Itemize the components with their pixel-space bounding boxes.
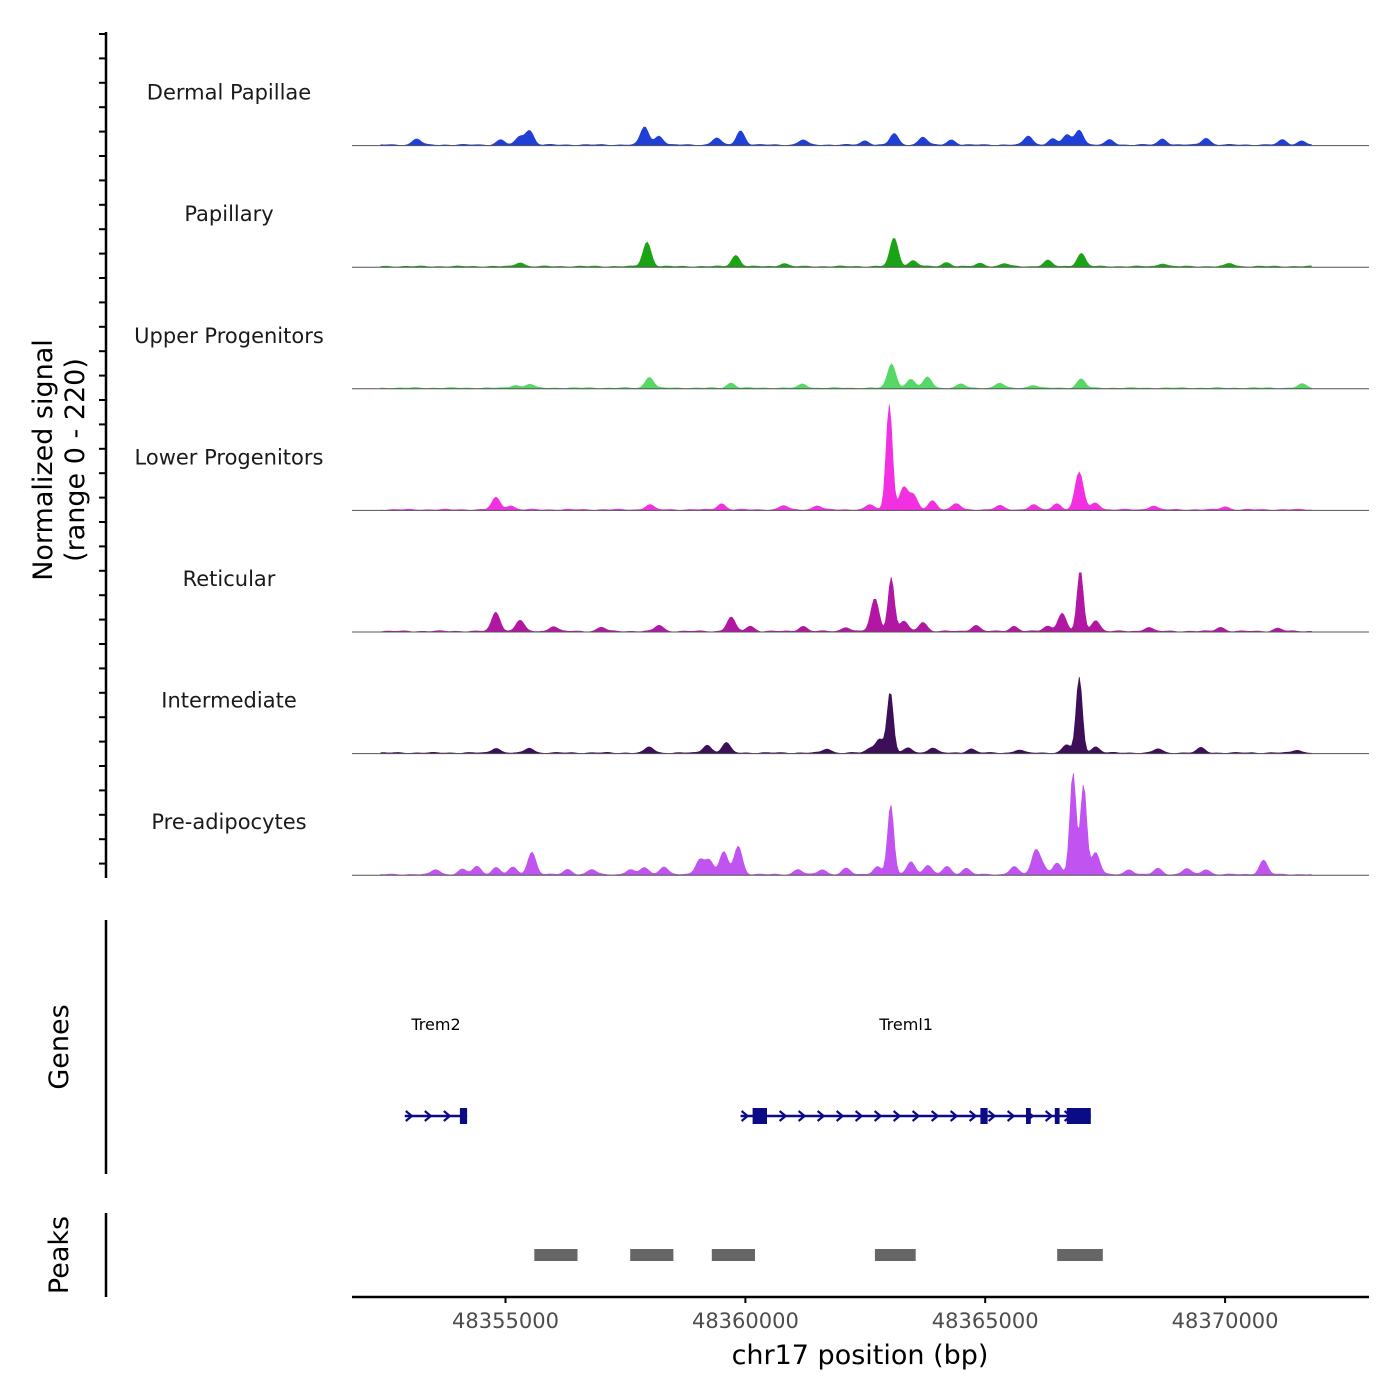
track-label: Lower Progenitors bbox=[135, 445, 324, 469]
strand-arrow bbox=[740, 1110, 750, 1122]
strand-arrow bbox=[892, 1110, 902, 1122]
peak-region bbox=[874, 1249, 916, 1261]
strand-arrow bbox=[1044, 1110, 1054, 1122]
gene-exon bbox=[1066, 1108, 1091, 1124]
gene-trem2: Trem2 bbox=[404, 1015, 468, 1124]
coverage-area bbox=[380, 363, 1312, 390]
track-label: Upper Progenitors bbox=[134, 324, 324, 348]
strand-arrow bbox=[443, 1110, 452, 1122]
track-dermal-papillae: Dermal Papillae bbox=[147, 81, 1369, 147]
peak-region-track bbox=[534, 1249, 1103, 1261]
strand-arrow bbox=[949, 1110, 959, 1122]
track-intermediate: Intermediate bbox=[161, 677, 1369, 755]
x-tick-label: 48370000 bbox=[1172, 1309, 1279, 1333]
gene-exon bbox=[980, 1108, 988, 1124]
peak-region bbox=[630, 1249, 674, 1261]
track-reticular: Reticular bbox=[183, 567, 1369, 633]
peak-region bbox=[711, 1249, 755, 1261]
strand-arrow bbox=[424, 1110, 433, 1122]
track-label: Dermal Papillae bbox=[147, 81, 311, 105]
coverage-tracks: Dermal Papillae Papillary Upper Progenitor… bbox=[134, 81, 1369, 876]
coverage-area bbox=[380, 572, 1312, 633]
strand-arrow bbox=[873, 1110, 883, 1122]
gene-label: Treml1 bbox=[878, 1015, 933, 1034]
coverage-y-axis bbox=[99, 32, 108, 878]
strand-arrow bbox=[930, 1110, 940, 1122]
gene-treml1: Treml1 bbox=[740, 1015, 1091, 1124]
x-axis: 48355000 48360000 48365000 48370000 bbox=[452, 1297, 1279, 1333]
y-axis-title-line1: Normalized signal bbox=[28, 339, 59, 581]
gene-exon bbox=[459, 1108, 468, 1124]
track-label: Papillary bbox=[184, 202, 273, 226]
coverage-area bbox=[380, 238, 1312, 268]
strand-arrow bbox=[911, 1110, 921, 1122]
track-papillary: Papillary bbox=[184, 202, 1369, 268]
strand-arrow bbox=[816, 1110, 826, 1122]
coverage-area bbox=[380, 773, 1312, 876]
strand-arrow bbox=[797, 1110, 807, 1122]
strand-arrow bbox=[778, 1110, 788, 1122]
x-axis-title: chr17 position (bp) bbox=[732, 1340, 989, 1371]
strand-arrow bbox=[968, 1110, 978, 1122]
track-upper-progenitors: Upper Progenitors bbox=[134, 324, 1369, 390]
strand-arrow bbox=[1006, 1110, 1016, 1122]
track-label: Pre-adipocytes bbox=[151, 810, 306, 834]
coverage-area bbox=[380, 677, 1312, 754]
coverage-area bbox=[380, 126, 1312, 146]
track-label: Reticular bbox=[183, 567, 276, 591]
strand-arrow bbox=[987, 1110, 997, 1122]
gene-annotation-track: Trem2 Treml1 bbox=[404, 1015, 1091, 1124]
strand-arrow bbox=[835, 1110, 845, 1122]
gene-exon bbox=[752, 1108, 767, 1124]
track-label: Intermediate bbox=[161, 689, 297, 713]
peak-region bbox=[534, 1249, 578, 1261]
x-tick-label: 48355000 bbox=[452, 1309, 559, 1333]
track-pre-adipocytes: Pre-adipocytes bbox=[151, 773, 1369, 876]
gene-exon bbox=[1054, 1108, 1060, 1124]
strand-arrow bbox=[854, 1110, 864, 1122]
coverage-area bbox=[380, 404, 1312, 511]
x-tick-label: 48365000 bbox=[932, 1309, 1039, 1333]
track-lower-progenitors: Lower Progenitors bbox=[135, 404, 1369, 511]
peaks-axis-title: Peaks bbox=[44, 1216, 75, 1294]
gene-exon bbox=[1026, 1108, 1031, 1124]
peak-region bbox=[1057, 1249, 1103, 1261]
y-axis-title-line2: (range 0 - 220) bbox=[60, 358, 91, 562]
genes-axis-title: Genes bbox=[44, 1004, 75, 1089]
strand-arrow bbox=[405, 1110, 414, 1122]
x-tick-label: 48360000 bbox=[692, 1309, 799, 1333]
gene-label: Trem2 bbox=[410, 1015, 460, 1034]
